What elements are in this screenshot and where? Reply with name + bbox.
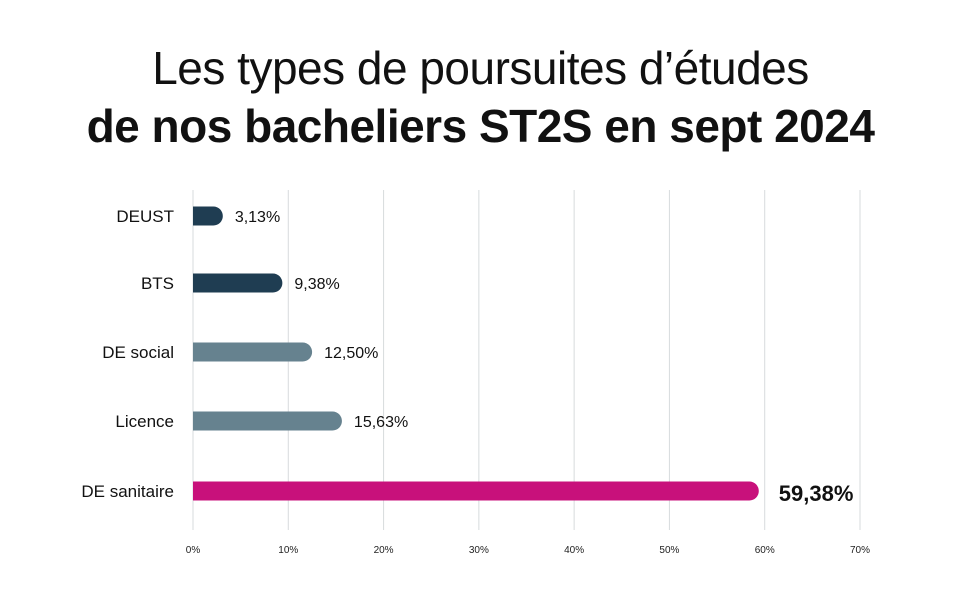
x-tick-label: 10% [278,545,298,556]
chart-title-line-1: Les types de poursuites d’études [152,42,809,94]
category-label: DE social [102,343,174,362]
category-label: BTS [141,274,174,293]
x-tick-label: 70% [850,545,870,556]
bar-base [193,411,203,431]
bar [193,481,759,501]
x-tick-label: 50% [659,545,679,556]
x-tick-label: 30% [469,545,489,556]
bar [193,273,283,293]
chart-title-line-2: de nos bacheliers ST2S en sept 2024 [0,96,961,156]
data-label: 3,13% [235,209,280,226]
bar [193,411,342,431]
data-label: 12,50% [324,345,378,362]
data-label: 59,38% [779,481,854,506]
data-label: 9,38% [294,276,339,293]
category-label: DEUST [116,207,174,226]
bar-base [193,206,203,226]
bar-base [193,481,203,501]
category-label: DE sanitaire [81,482,174,501]
bar-base [193,273,203,293]
data-label: 15,63% [354,414,408,431]
x-tick-label: 20% [374,545,394,556]
bar-base [193,342,203,362]
x-tick-label: 40% [564,545,584,556]
x-tick-label: 60% [755,545,775,556]
bar [193,342,313,362]
x-tick-label: 0% [186,545,201,556]
chart-title-prefix: de [86,100,140,152]
chart-title-bold: nos bacheliers ST2S en sept 2024 [151,100,875,152]
category-label: Licence [115,412,174,431]
